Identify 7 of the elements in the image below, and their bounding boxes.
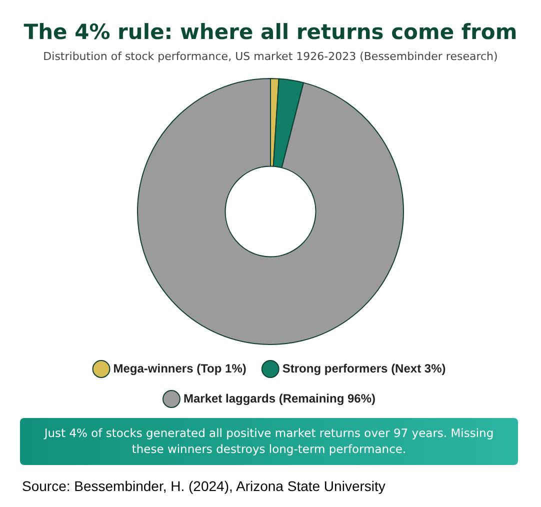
legend-label: Mega-winners (Top 1%) — [113, 361, 246, 376]
legend-label: Strong performers (Next 3%) — [282, 361, 446, 376]
chart-title: The 4% rule: where all returns come from — [22, 20, 518, 44]
source-note: Source: Bessembinder, H. (2024), Arizona State University — [22, 478, 386, 494]
chart-subtitle: Distribution of stock performance, US market 1926-2023 (Bessembinder research) — [42, 50, 499, 63]
legend-label: Market laggards (Remaining 96%) — [183, 391, 376, 406]
text: Just 4% of stocks generated all positive market returns over 97 years. Missing these winners destroys long-term performance. — [20, 418, 518, 466]
